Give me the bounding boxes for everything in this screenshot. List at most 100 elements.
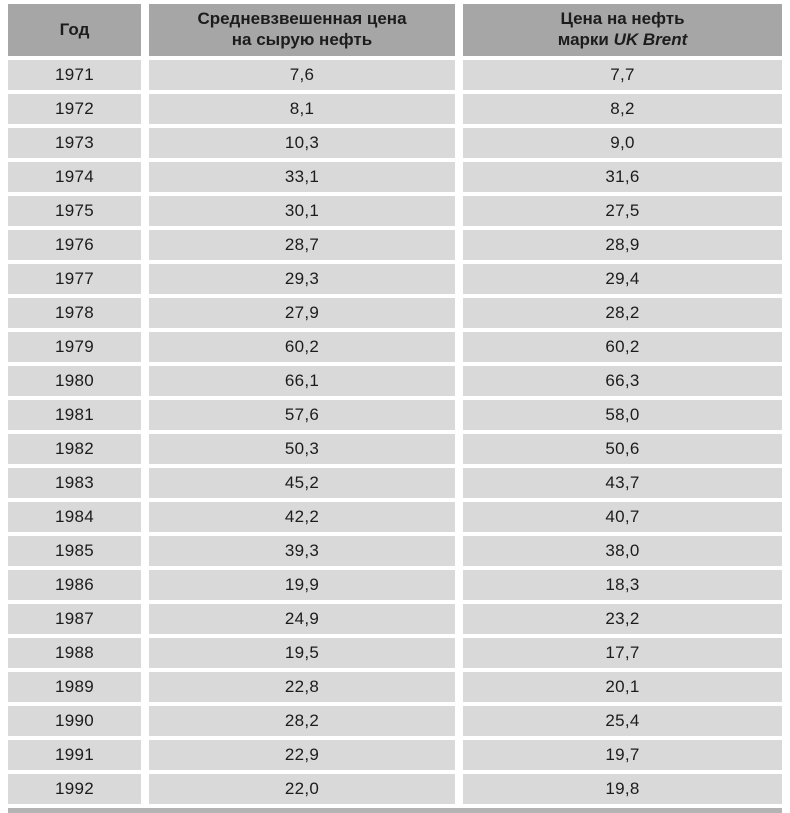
avg-price-cell: 22,8 xyxy=(149,672,455,702)
table-row: 1973 10,3 9,0 xyxy=(8,128,782,158)
year-cell: 1971 xyxy=(8,60,141,90)
avg-price-cell: 45,2 xyxy=(149,468,455,498)
brent-price-cell: 25,4 xyxy=(463,706,782,736)
brent-price-cell: 50,6 xyxy=(463,434,782,464)
year-cell: 1973 xyxy=(8,128,141,158)
table-row: 1974 33,1 31,6 xyxy=(8,162,782,192)
table-row: 1984 42,2 40,7 xyxy=(8,502,782,532)
brent-price-cell: 60,2 xyxy=(463,332,782,362)
table-row: 1971 7,6 7,7 xyxy=(8,60,782,90)
avg-price-cell: 50,3 xyxy=(149,434,455,464)
avg-price-cell: 30,1 xyxy=(149,196,455,226)
header-cell-avg-price: Средневзвешенная цена на сырую нефть xyxy=(149,4,455,56)
year-cell: 1979 xyxy=(8,332,141,362)
year-cell: 1972 xyxy=(8,94,141,124)
table-row: 1983 45,2 43,7 xyxy=(8,468,782,498)
avg-price-cell: 19,9 xyxy=(149,570,455,600)
header-avg-price-line1: Средневзвешенная цена xyxy=(197,9,407,29)
next-section-cutoff-strip xyxy=(8,808,782,813)
avg-price-cell: 10,3 xyxy=(149,128,455,158)
brent-price-cell: 20,1 xyxy=(463,672,782,702)
year-cell: 1987 xyxy=(8,604,141,634)
year-cell: 1981 xyxy=(8,400,141,430)
year-cell: 1990 xyxy=(8,706,141,736)
avg-price-cell: 27,9 xyxy=(149,298,455,328)
year-cell: 1992 xyxy=(8,774,141,804)
table-header-row: Год Средневзвешенная цена на сырую нефть… xyxy=(8,4,782,56)
brent-price-cell: 43,7 xyxy=(463,468,782,498)
brent-price-cell: 40,7 xyxy=(463,502,782,532)
year-cell: 1975 xyxy=(8,196,141,226)
brent-price-cell: 8,2 xyxy=(463,94,782,124)
table-row: 1978 27,9 28,2 xyxy=(8,298,782,328)
table-row: 1972 8,1 8,2 xyxy=(8,94,782,124)
table-row: 1987 24,9 23,2 xyxy=(8,604,782,634)
table-row: 1989 22,8 20,1 xyxy=(8,672,782,702)
brent-price-cell: 9,0 xyxy=(463,128,782,158)
year-cell: 1983 xyxy=(8,468,141,498)
avg-price-cell: 22,9 xyxy=(149,740,455,770)
avg-price-cell: 28,2 xyxy=(149,706,455,736)
brent-price-cell: 38,0 xyxy=(463,536,782,566)
avg-price-cell: 19,5 xyxy=(149,638,455,668)
year-cell: 1974 xyxy=(8,162,141,192)
header-brent-marki-label: марки xyxy=(557,30,614,49)
year-cell: 1982 xyxy=(8,434,141,464)
avg-price-cell: 66,1 xyxy=(149,366,455,396)
table-row: 1980 66,1 66,3 xyxy=(8,366,782,396)
avg-price-cell: 39,3 xyxy=(149,536,455,566)
brent-price-cell: 27,5 xyxy=(463,196,782,226)
header-avg-price-line2: на сырую нефть xyxy=(231,30,373,49)
year-cell: 1991 xyxy=(8,740,141,770)
brent-price-cell: 18,3 xyxy=(463,570,782,600)
brent-price-cell: 19,8 xyxy=(463,774,782,804)
year-cell: 1976 xyxy=(8,230,141,260)
brent-price-cell: 28,9 xyxy=(463,230,782,260)
header-cell-year: Год xyxy=(8,4,141,56)
avg-price-cell: 33,1 xyxy=(149,162,455,192)
avg-price-cell: 22,0 xyxy=(149,774,455,804)
header-brent-price-line1: Цена на нефть xyxy=(560,9,685,29)
year-cell: 1988 xyxy=(8,638,141,668)
year-cell: 1978 xyxy=(8,298,141,328)
table-row: 1988 19,5 17,7 xyxy=(8,638,782,668)
table-body: 1971 7,6 7,7 1972 8,1 8,2 1973 10,3 9,0 1974 33,1 3… xyxy=(8,60,782,804)
avg-price-cell: 24,9 xyxy=(149,604,455,634)
year-cell: 1977 xyxy=(8,264,141,294)
brent-price-cell: 23,2 xyxy=(463,604,782,634)
table-row: 1991 22,9 19,7 xyxy=(8,740,782,770)
table-row: 1976 28,7 28,9 xyxy=(8,230,782,260)
table-row: 1975 30,1 27,5 xyxy=(8,196,782,226)
table-row: 1977 29,3 29,4 xyxy=(8,264,782,294)
brent-price-cell: 19,7 xyxy=(463,740,782,770)
header-cell-brent-price: Цена на нефть марки UK Brent xyxy=(463,4,782,56)
avg-price-cell: 8,1 xyxy=(149,94,455,124)
year-cell: 1986 xyxy=(8,570,141,600)
brent-price-cell: 29,4 xyxy=(463,264,782,294)
table-row: 1979 60,2 60,2 xyxy=(8,332,782,362)
brent-price-cell: 17,7 xyxy=(463,638,782,668)
brent-brand-name: UK Brent xyxy=(613,30,688,49)
table-row: 1981 57,6 58,0 xyxy=(8,400,782,430)
brent-price-cell: 28,2 xyxy=(463,298,782,328)
avg-price-cell: 42,2 xyxy=(149,502,455,532)
brent-price-cell: 7,7 xyxy=(463,60,782,90)
table-row: 1992 22,0 19,8 xyxy=(8,774,782,804)
year-cell: 1989 xyxy=(8,672,141,702)
table-row: 1982 50,3 50,6 xyxy=(8,434,782,464)
header-year-label: Год xyxy=(59,19,90,39)
year-cell: 1980 xyxy=(8,366,141,396)
avg-price-cell: 7,6 xyxy=(149,60,455,90)
brent-price-cell: 31,6 xyxy=(463,162,782,192)
avg-price-cell: 57,6 xyxy=(149,400,455,430)
avg-price-cell: 60,2 xyxy=(149,332,455,362)
table-row: 1990 28,2 25,4 xyxy=(8,706,782,736)
year-cell: 1984 xyxy=(8,502,141,532)
avg-price-cell: 29,3 xyxy=(149,264,455,294)
avg-price-cell: 28,7 xyxy=(149,230,455,260)
table-row: 1986 19,9 18,3 xyxy=(8,570,782,600)
year-cell: 1985 xyxy=(8,536,141,566)
brent-price-cell: 58,0 xyxy=(463,400,782,430)
